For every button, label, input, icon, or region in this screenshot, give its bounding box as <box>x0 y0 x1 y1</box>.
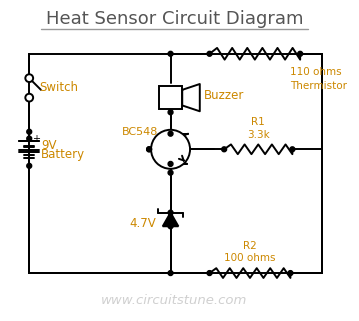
Circle shape <box>168 170 173 175</box>
Text: +: + <box>32 134 40 143</box>
Circle shape <box>151 130 190 169</box>
Circle shape <box>207 51 212 56</box>
Circle shape <box>168 224 173 229</box>
Text: 110 ohms
Thermistor: 110 ohms Thermistor <box>290 67 348 91</box>
Bar <box>159 86 182 109</box>
Circle shape <box>290 147 295 152</box>
Text: Buzzer: Buzzer <box>204 89 244 102</box>
Circle shape <box>168 51 173 56</box>
Text: R2
100 ohms: R2 100 ohms <box>224 241 275 263</box>
Text: R1
3.3k: R1 3.3k <box>247 117 270 140</box>
Circle shape <box>147 147 151 152</box>
Text: 4.7V: 4.7V <box>130 217 157 230</box>
Circle shape <box>288 271 293 275</box>
Circle shape <box>222 147 227 152</box>
Circle shape <box>168 131 173 136</box>
Circle shape <box>298 51 303 56</box>
Text: www.circuitstune.com: www.circuitstune.com <box>101 294 248 307</box>
Text: BC548: BC548 <box>122 127 158 137</box>
Circle shape <box>27 136 32 141</box>
Circle shape <box>27 129 32 134</box>
Circle shape <box>147 147 151 152</box>
Circle shape <box>168 210 173 215</box>
Circle shape <box>27 163 32 168</box>
Text: Heat Sensor Circuit Diagram: Heat Sensor Circuit Diagram <box>46 10 303 28</box>
Circle shape <box>168 161 173 166</box>
Text: 9V: 9V <box>41 139 56 152</box>
Circle shape <box>25 74 33 82</box>
Text: Battery: Battery <box>41 148 85 161</box>
Circle shape <box>207 271 212 275</box>
Circle shape <box>25 94 33 101</box>
Text: Switch: Switch <box>39 82 78 94</box>
Circle shape <box>168 271 173 275</box>
Circle shape <box>168 110 173 115</box>
Polygon shape <box>163 213 178 226</box>
